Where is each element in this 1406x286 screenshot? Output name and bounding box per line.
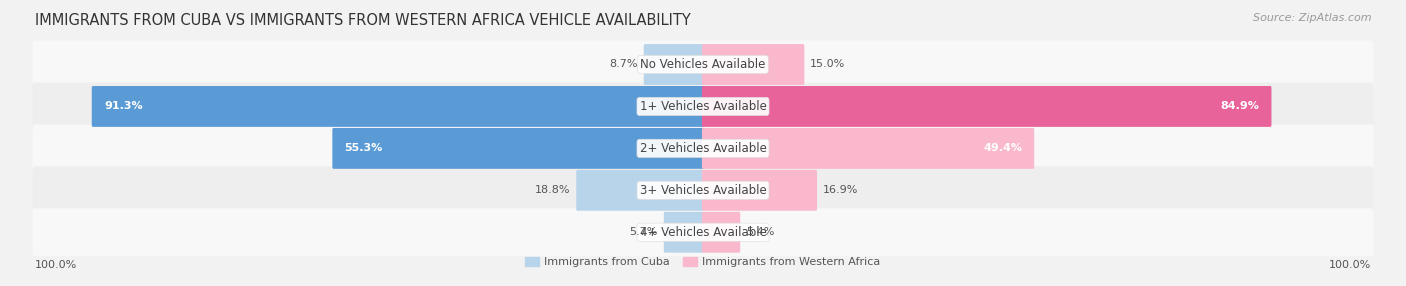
Text: 8.7%: 8.7%: [609, 59, 638, 69]
FancyBboxPatch shape: [702, 212, 740, 253]
FancyBboxPatch shape: [32, 124, 1374, 172]
FancyBboxPatch shape: [702, 86, 1271, 127]
FancyBboxPatch shape: [702, 128, 1035, 169]
Legend: Immigrants from Cuba, Immigrants from Western Africa: Immigrants from Cuba, Immigrants from We…: [522, 253, 884, 272]
Text: 49.4%: 49.4%: [983, 143, 1022, 153]
Text: 100.0%: 100.0%: [1329, 260, 1371, 270]
FancyBboxPatch shape: [32, 166, 1374, 214]
FancyBboxPatch shape: [702, 44, 804, 85]
Text: 15.0%: 15.0%: [810, 59, 845, 69]
Text: 100.0%: 100.0%: [35, 260, 77, 270]
Text: 91.3%: 91.3%: [104, 102, 142, 112]
Text: 3+ Vehicles Available: 3+ Vehicles Available: [640, 184, 766, 197]
Text: 84.9%: 84.9%: [1220, 102, 1260, 112]
Text: IMMIGRANTS FROM CUBA VS IMMIGRANTS FROM WESTERN AFRICA VEHICLE AVAILABILITY: IMMIGRANTS FROM CUBA VS IMMIGRANTS FROM …: [35, 13, 690, 28]
FancyBboxPatch shape: [664, 212, 704, 253]
Text: 16.9%: 16.9%: [823, 185, 858, 195]
FancyBboxPatch shape: [32, 82, 1374, 130]
Text: 5.7%: 5.7%: [630, 227, 658, 237]
FancyBboxPatch shape: [32, 41, 1374, 88]
Text: 55.3%: 55.3%: [344, 143, 382, 153]
FancyBboxPatch shape: [332, 128, 704, 169]
Text: 5.4%: 5.4%: [747, 227, 775, 237]
Text: 1+ Vehicles Available: 1+ Vehicles Available: [640, 100, 766, 113]
FancyBboxPatch shape: [32, 208, 1374, 256]
Text: 2+ Vehicles Available: 2+ Vehicles Available: [640, 142, 766, 155]
Text: 18.8%: 18.8%: [534, 185, 571, 195]
FancyBboxPatch shape: [91, 86, 704, 127]
FancyBboxPatch shape: [644, 44, 704, 85]
Text: 4+ Vehicles Available: 4+ Vehicles Available: [640, 226, 766, 239]
Text: Source: ZipAtlas.com: Source: ZipAtlas.com: [1253, 13, 1371, 23]
FancyBboxPatch shape: [576, 170, 704, 211]
Text: No Vehicles Available: No Vehicles Available: [640, 58, 766, 71]
FancyBboxPatch shape: [702, 170, 817, 211]
